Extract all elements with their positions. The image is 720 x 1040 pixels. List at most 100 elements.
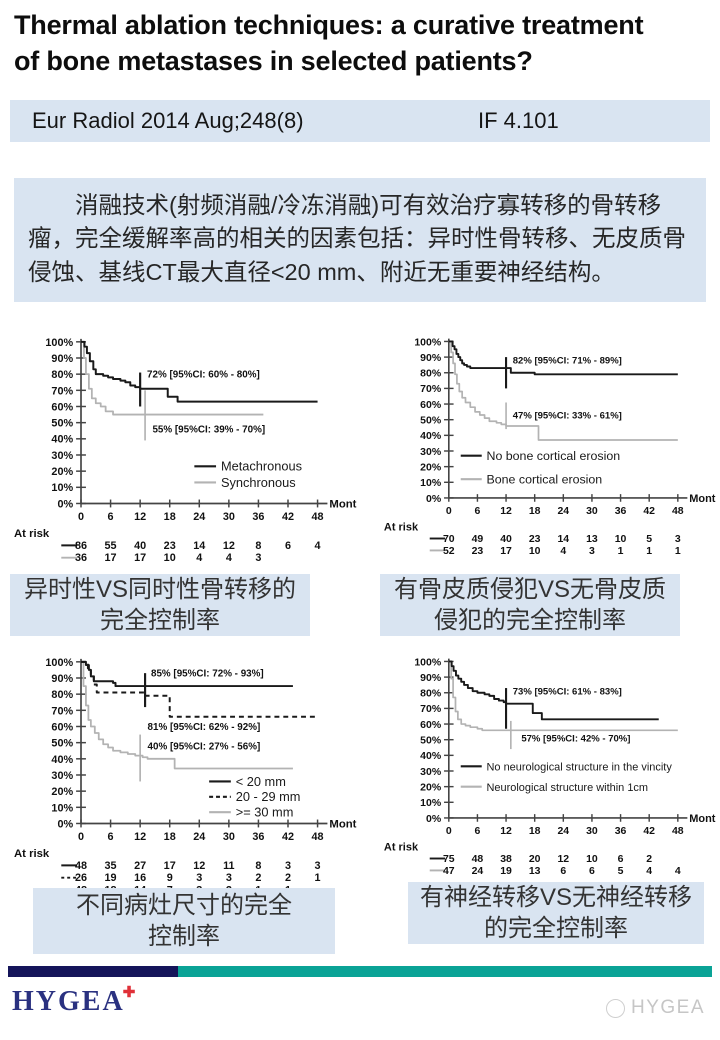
svg-text:80%: 80%	[420, 689, 442, 700]
hygea-watermark-icon	[606, 998, 625, 1018]
svg-text:48: 48	[312, 511, 324, 523]
journal-citation: Eur Radiol 2014 Aug;248(8)	[32, 108, 304, 133]
svg-text:30: 30	[223, 511, 235, 523]
svg-text:55% [95%CI: 39% - 70%]: 55% [95%CI: 39% - 70%]	[152, 425, 265, 436]
svg-text:82% [95%CI: 71% - 89%]: 82% [95%CI: 71% - 89%]	[513, 356, 622, 367]
footer-divider-teal	[178, 966, 712, 977]
svg-text:0%: 0%	[57, 818, 73, 830]
svg-text:Months: Months	[689, 493, 716, 505]
svg-text:30%: 30%	[51, 450, 73, 462]
svg-text:47: 47	[443, 866, 455, 877]
svg-text:30: 30	[586, 826, 598, 837]
svg-text:23: 23	[529, 534, 541, 545]
svg-text:42: 42	[282, 511, 294, 523]
svg-text:5: 5	[646, 534, 652, 545]
svg-text:10: 10	[615, 534, 627, 545]
svg-text:8: 8	[255, 540, 261, 552]
svg-text:12: 12	[223, 540, 235, 552]
svg-text:10%: 10%	[51, 802, 73, 814]
red-cross-icon: ✚	[122, 985, 136, 1001]
svg-text:1: 1	[618, 546, 624, 557]
svg-text:0: 0	[446, 506, 452, 517]
svg-text:13: 13	[529, 866, 541, 877]
svg-text:10%: 10%	[420, 478, 442, 489]
svg-text:10%: 10%	[51, 482, 73, 494]
svg-text:10: 10	[529, 546, 541, 557]
summary-text: 消融技术(射频消融/冷冻消融)可有效治疗寡转移的骨转移瘤，完全缓解率高的相关的因…	[28, 192, 686, 285]
svg-text:50%: 50%	[420, 736, 442, 747]
svg-text:19: 19	[500, 866, 512, 877]
svg-text:60%: 60%	[420, 400, 442, 411]
svg-text:48: 48	[75, 860, 87, 872]
svg-text:100%: 100%	[414, 337, 441, 348]
svg-text:30: 30	[223, 831, 235, 843]
chart-caption-metachronous: 异时性VS同时性骨转移的 完全控制率	[10, 574, 310, 636]
caption-line: 的完全控制率	[484, 915, 628, 942]
svg-text:36: 36	[615, 826, 627, 837]
svg-text:17: 17	[134, 552, 146, 564]
svg-text:4: 4	[646, 866, 652, 877]
svg-text:40%: 40%	[420, 431, 442, 442]
svg-text:50%: 50%	[420, 416, 442, 427]
svg-text:75: 75	[443, 854, 455, 865]
svg-text:0%: 0%	[57, 498, 73, 510]
svg-text:6: 6	[108, 511, 114, 523]
impact-factor: IF 4.101	[478, 108, 559, 133]
svg-text:1: 1	[675, 546, 681, 557]
svg-text:30: 30	[586, 506, 598, 517]
km-chart-neurological-structure: 0%10%20%30%40%50%60%70%80%90%100%0 6 12 18 2…	[384, 657, 716, 877]
svg-text:48: 48	[312, 831, 324, 843]
svg-text:12: 12	[500, 826, 512, 837]
svg-text:3: 3	[196, 872, 202, 884]
svg-text:At risk: At risk	[384, 841, 419, 853]
svg-text:< 20 mm: < 20 mm	[236, 774, 286, 789]
caption-line: 有神经转移VS无神经转移	[419, 883, 692, 911]
svg-text:100%: 100%	[45, 337, 73, 349]
svg-text:24: 24	[193, 511, 205, 523]
svg-text:4: 4	[675, 866, 681, 877]
svg-text:20%: 20%	[51, 786, 73, 798]
svg-text:3: 3	[315, 860, 321, 872]
svg-text:4: 4	[560, 546, 566, 557]
svg-text:80%: 80%	[51, 369, 73, 381]
svg-text:90%: 90%	[420, 673, 442, 684]
svg-text:2: 2	[255, 872, 261, 884]
svg-text:12: 12	[134, 511, 146, 523]
journal-bar: Eur Radiol 2014 Aug;248(8) IF 4.101	[10, 100, 710, 142]
svg-text:18: 18	[164, 511, 176, 523]
caption-line: 异时性VS同时性骨转移的	[23, 575, 296, 603]
svg-text:3: 3	[285, 860, 291, 872]
svg-text:86: 86	[75, 540, 87, 552]
svg-text:72% [95%CI: 60% - 80%]: 72% [95%CI: 60% - 80%]	[147, 370, 260, 381]
svg-text:Bone cortical erosion: Bone cortical erosion	[486, 472, 602, 486]
page-title-line2: of bone metastases in selected patients?	[14, 45, 533, 76]
svg-text:10: 10	[164, 552, 176, 564]
svg-text:3: 3	[589, 546, 595, 557]
svg-text:26: 26	[75, 872, 87, 884]
svg-text:3: 3	[226, 872, 232, 884]
svg-text:40%: 40%	[51, 434, 73, 446]
page-title: Thermal ablation techniques: a curative …	[14, 8, 704, 79]
svg-text:36: 36	[252, 831, 264, 843]
page-title-line1: Thermal ablation techniques: a curative …	[14, 10, 644, 40]
svg-text:42: 42	[282, 831, 294, 843]
km-chart-lesion-size: 0%10%20%30%40%50%60%70%80%90%100%0 6 12 18 2…	[14, 657, 357, 897]
caption-line: 侵犯的完全控制率	[434, 607, 626, 634]
svg-text:12: 12	[500, 506, 512, 517]
chart-caption-lesion-size: 不同病灶尺寸的完全 控制率	[33, 888, 335, 954]
svg-text:80%: 80%	[51, 689, 73, 701]
svg-text:60%: 60%	[420, 720, 442, 731]
chart-caption-neurological: 有神经转移VS无神经转移 的完全控制率	[408, 882, 704, 944]
svg-text:4: 4	[315, 540, 321, 552]
svg-text:20 - 29 mm: 20 - 29 mm	[236, 789, 301, 804]
svg-text:Synchronous: Synchronous	[221, 475, 296, 490]
svg-text:3: 3	[255, 552, 261, 564]
svg-text:20%: 20%	[420, 782, 442, 793]
svg-text:17: 17	[500, 546, 512, 557]
svg-text:60%: 60%	[51, 401, 73, 413]
svg-text:6: 6	[560, 866, 566, 877]
svg-text:90%: 90%	[51, 353, 73, 365]
svg-text:40%: 40%	[420, 751, 442, 762]
svg-text:47% [95%CI: 33% - 61%]: 47% [95%CI: 33% - 61%]	[513, 410, 622, 421]
